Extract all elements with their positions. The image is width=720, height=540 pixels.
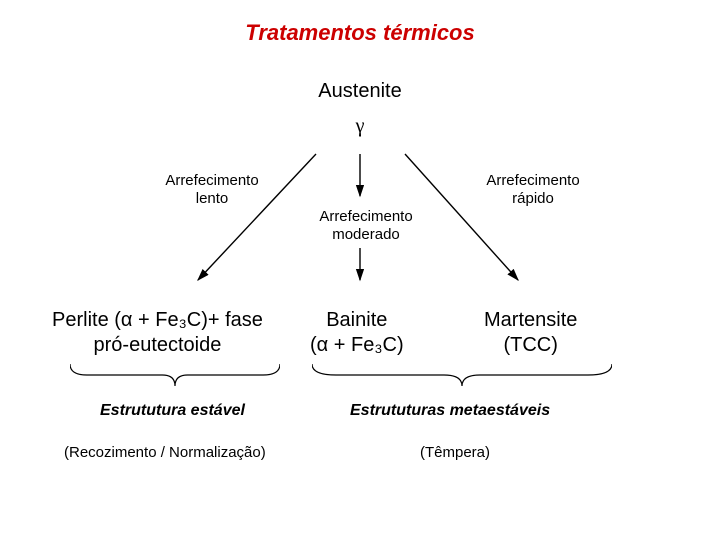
- process-quench: (Têmpera): [420, 444, 490, 461]
- brace-left: [70, 364, 280, 386]
- label-rapid: Arrefecimento rápido: [478, 172, 588, 208]
- product-martensite-l2: (TCC): [503, 334, 557, 356]
- process-anneal: (Recozimento / Normalização): [64, 444, 266, 461]
- group-metastable: Estrututuras metaestáveis: [350, 402, 550, 420]
- label-rapid-l1: Arrefecimento: [486, 172, 579, 189]
- label-moderate: Arrefecimento moderado: [311, 208, 421, 244]
- label-rapid-l2: rápido: [512, 190, 554, 207]
- label-slow: Arrefecimento lento: [157, 172, 267, 208]
- label-slow-l1: Arrefecimento: [165, 172, 258, 189]
- label-slow-l2: lento: [196, 190, 229, 207]
- product-bainite: Bainite (α + Fe₃C): [310, 308, 404, 358]
- group-stable: Estrututura estável: [100, 402, 245, 420]
- product-perlite-l2: pró-eutectoide: [94, 334, 222, 356]
- brace-right: [312, 364, 612, 386]
- product-perlite-l1: Perlite (α + Fe₃C)+ fase: [52, 309, 263, 331]
- label-moderate-l1: Arrefecimento: [319, 208, 412, 225]
- product-perlite: Perlite (α + Fe₃C)+ fase pró-eutectoide: [52, 308, 263, 358]
- product-bainite-l2: (α + Fe₃C): [310, 334, 404, 356]
- product-martensite: Martensite (TCC): [484, 308, 577, 358]
- label-moderate-l2: moderado: [332, 226, 400, 243]
- product-bainite-l1: Bainite: [326, 309, 387, 331]
- product-martensite-l1: Martensite: [484, 309, 577, 331]
